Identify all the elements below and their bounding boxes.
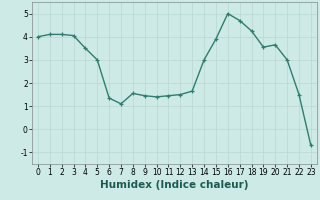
- X-axis label: Humidex (Indice chaleur): Humidex (Indice chaleur): [100, 180, 249, 190]
